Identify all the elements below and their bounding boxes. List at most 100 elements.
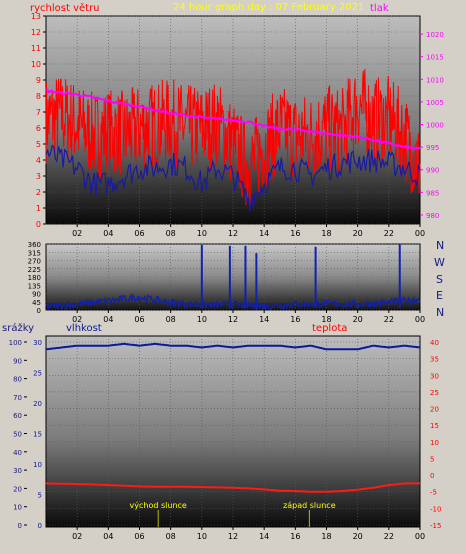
sunset-label: západ slunce — [283, 501, 336, 510]
humidity-tick-label: 0 — [38, 522, 42, 530]
pressure-tick-label: 980 — [426, 212, 439, 220]
mid-hour-tick-label: 08 — [166, 315, 176, 324]
top-hour-tick-label: 16 — [290, 229, 300, 238]
humidity-tick-label: 30 — [33, 339, 42, 347]
wind-tick-label: 7 — [36, 108, 41, 117]
temperature-tick-label: 30 — [430, 372, 439, 380]
rain-tick-label: 40 — [13, 449, 22, 457]
bot-hour-tick-label: 20 — [353, 532, 363, 541]
humidity-axis: 0 5 10 15 20 25 30 — [33, 339, 42, 530]
compass-s: S — [436, 273, 443, 286]
direction-tick-label: 45 — [32, 299, 41, 307]
direction-hour-axis: 02 04 06 08 10 12 14 16 18 20 22 00 — [72, 310, 425, 324]
top-hour-tick-label: 04 — [103, 229, 113, 238]
pressure-tick-label: 1015 — [426, 54, 444, 62]
sunrise-label: východ slunce — [130, 501, 187, 510]
top-hour-tick-label: 10 — [197, 229, 207, 238]
bot-hour-tick-label: 08 — [166, 532, 176, 541]
mid-hour-tick-label: 02 — [72, 315, 82, 324]
direction-tick-label: 90 — [32, 291, 41, 299]
bot-hour-tick-label: 00 — [415, 532, 425, 541]
top-hour-tick-label: 18 — [321, 229, 331, 238]
mid-hour-tick-label: 12 — [228, 315, 238, 324]
wind-tick-label: 11 — [31, 44, 41, 53]
compass-axis: N W S E N — [434, 239, 445, 319]
humidity-tick-label: 20 — [33, 400, 42, 408]
wind-average-line — [45, 144, 421, 211]
mid-hour-tick-label: 04 — [103, 315, 113, 324]
temperature-tick-label: 35 — [430, 356, 439, 364]
direction-tick-label: 0 — [37, 307, 41, 315]
mid-hour-tick-label: 22 — [384, 315, 394, 324]
temperature-tick-label: 20 — [430, 406, 439, 414]
compass-n-bottom: N — [436, 306, 444, 319]
pressure-line — [45, 89, 421, 151]
wind-tick-label: 5 — [36, 140, 41, 149]
temperature-tick-label: 15 — [430, 422, 439, 430]
bot-hour-tick-label: 18 — [321, 532, 331, 541]
temperature-axis: -15 -10 -5 0 5 10 15 20 25 30 35 40 — [430, 339, 441, 530]
direction-tick-label: 270 — [28, 258, 41, 266]
rain-tick-label: 70 — [13, 394, 22, 402]
wind-tick-label: 3 — [36, 172, 41, 181]
wind-tick-label: 10 — [31, 60, 41, 69]
pressure-tick-label: 1010 — [426, 76, 444, 84]
wind-tick-label: 2 — [36, 188, 41, 197]
wind-axis-label: rychlost větru — [30, 2, 100, 14]
mid-hour-tick-label: 10 — [197, 315, 207, 324]
temperature-tick-label: 0 — [430, 472, 434, 480]
bot-hour-tick-label: 14 — [259, 532, 269, 541]
bot-hour-tick-label: 10 — [197, 532, 207, 541]
temperature-tick-label: -15 — [430, 522, 441, 530]
rain-axis-label: srážky — [2, 322, 34, 334]
pressure-axis-label: tlak — [370, 3, 389, 14]
rain-tick-label: 100 — [9, 339, 22, 347]
wind-tick-label: 8 — [36, 92, 41, 101]
pressure-tick-label: 1000 — [426, 122, 444, 130]
rain-tick-label: 80 — [13, 376, 22, 384]
temperature-tick-label: -5 — [430, 489, 437, 497]
bot-hour-tick-label: 02 — [72, 532, 82, 541]
temperature-line — [46, 482, 420, 493]
wind-tick-label: 13 — [31, 12, 41, 21]
wind-speed-line — [45, 69, 421, 207]
wind-tick-label: 6 — [36, 124, 41, 133]
humidity-line — [45, 342, 421, 351]
direction-tick-label: 315 — [28, 249, 41, 257]
rain-axis: 0 10 20 30 40 50 60 70 80 90 100 — [9, 339, 27, 530]
top-panel-series — [45, 69, 421, 211]
mid-hour-tick-label: 14 — [259, 315, 269, 324]
humidity-tick-label: 10 — [33, 461, 42, 469]
mid-hour-tick-label: 00 — [415, 315, 425, 324]
top-hour-tick-label: 12 — [228, 229, 238, 238]
compass-e: E — [436, 289, 443, 302]
wind-direction-line — [45, 292, 421, 311]
direction-tick-label: 180 — [28, 274, 41, 282]
pressure-tick-label: 990 — [426, 167, 439, 175]
pressure-tick-label: 1020 — [426, 31, 444, 39]
rain-tick-label: 60 — [13, 412, 22, 420]
wind-tick-label: 4 — [36, 156, 41, 165]
bot-hour-tick-label: 12 — [228, 532, 238, 541]
bottom-panel-series — [45, 342, 421, 493]
bottom-hour-axis: 02 04 06 08 10 12 14 16 18 20 22 00 — [72, 527, 425, 541]
bottom-panel-grid — [46, 336, 420, 527]
bot-hour-tick-label: 06 — [134, 532, 144, 541]
wind-direction-series — [45, 244, 421, 311]
bot-hour-tick-label: 22 — [384, 532, 394, 541]
humidity-tick-label: 5 — [38, 492, 42, 500]
humidity-tick-label: 25 — [33, 370, 42, 378]
bot-hour-tick-label: 04 — [103, 532, 113, 541]
top-hour-axis: 02 04 06 08 10 12 14 16 18 20 22 00 — [72, 224, 425, 238]
direction-tick-label: 225 — [28, 266, 41, 274]
temperature-tick-label: -10 — [430, 505, 441, 513]
temperature-tick-label: 25 — [430, 389, 439, 397]
top-hour-tick-label: 00 — [415, 229, 425, 238]
top-hour-tick-label: 20 — [353, 229, 363, 238]
compass-w: W — [434, 256, 445, 269]
mid-hour-tick-label: 06 — [134, 315, 144, 324]
pressure-tick-label: 985 — [426, 189, 439, 197]
